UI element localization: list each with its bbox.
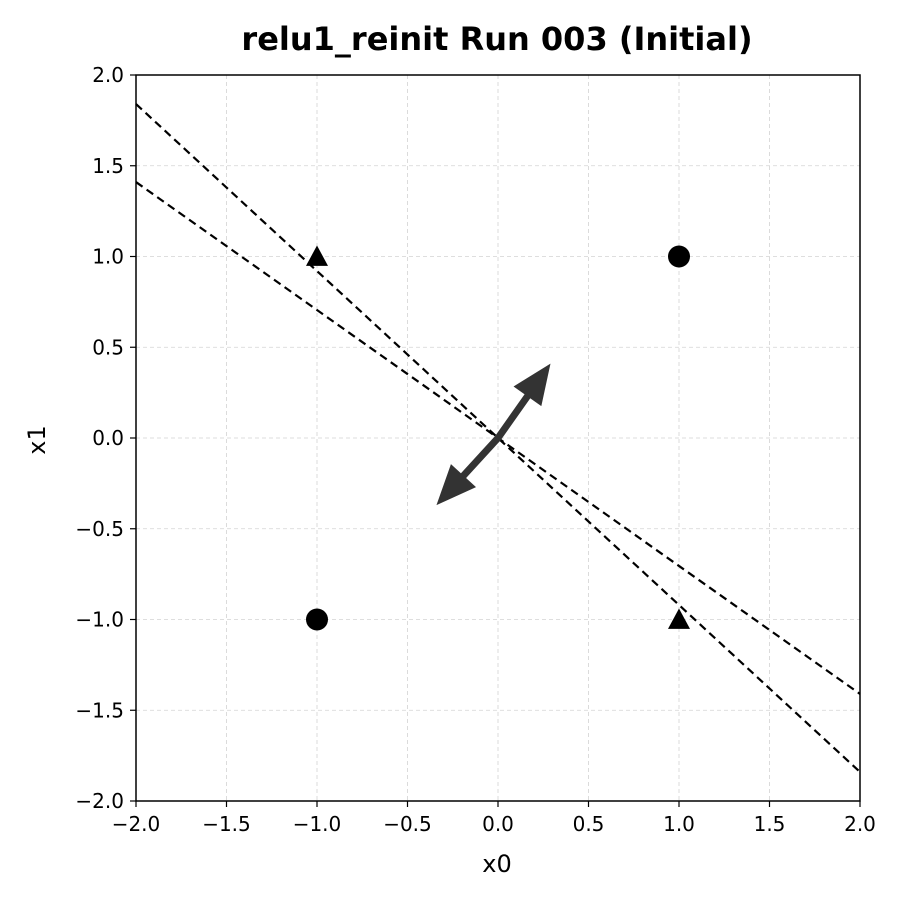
x-tick-label: 0.0	[482, 812, 514, 836]
y-tick-label: 2.0	[92, 63, 124, 87]
weight-arrow-2	[436, 434, 502, 506]
chart-title: relu1_reinit Run 003 (Initial)	[241, 20, 752, 58]
data-point-circle-2	[306, 608, 328, 631]
y-axis-label: x1	[23, 425, 51, 454]
x-tick-label: 1.5	[754, 812, 786, 836]
x-tick-label: 0.5	[573, 812, 605, 836]
y-tick-label: −1.5	[75, 698, 124, 722]
arrow-head	[513, 363, 551, 407]
arrow-shaft	[494, 389, 534, 442]
arrow-shaft	[457, 434, 502, 483]
boundary-line-1	[135, 103, 861, 773]
data-point-triangle-4	[668, 608, 690, 629]
weight-arrows	[436, 363, 551, 506]
x-tick-label: −0.5	[383, 812, 432, 836]
x-tick-label: −1.0	[293, 812, 342, 836]
x-tick-label: −2.0	[112, 812, 161, 836]
arrow-head	[436, 464, 477, 506]
y-tick-label: 1.5	[92, 154, 124, 178]
y-tick-label: 1.0	[92, 245, 124, 269]
data-point-circle-1	[668, 245, 690, 268]
y-tick-label: −1.0	[75, 608, 124, 632]
x-tick-label: 1.0	[663, 812, 695, 836]
y-tick-label: −2.0	[75, 789, 124, 813]
x-tick-label: −1.5	[202, 812, 251, 836]
data-point-triangle-3	[306, 245, 328, 266]
x-tick-label: 2.0	[844, 812, 876, 836]
y-tick-label: 0.5	[92, 335, 124, 359]
y-tick-label: −0.5	[75, 517, 124, 541]
weight-arrow-1	[494, 363, 551, 442]
y-tick-label: 0.0	[92, 426, 124, 450]
x-axis-label: x0	[482, 850, 511, 878]
axis-ticks: −2.0 −1.5 −1.0 −0.5 0.0 0.5 1.0 1.5 2.0 −2.0 −1.5 −…	[75, 63, 875, 836]
data-points	[306, 245, 690, 631]
